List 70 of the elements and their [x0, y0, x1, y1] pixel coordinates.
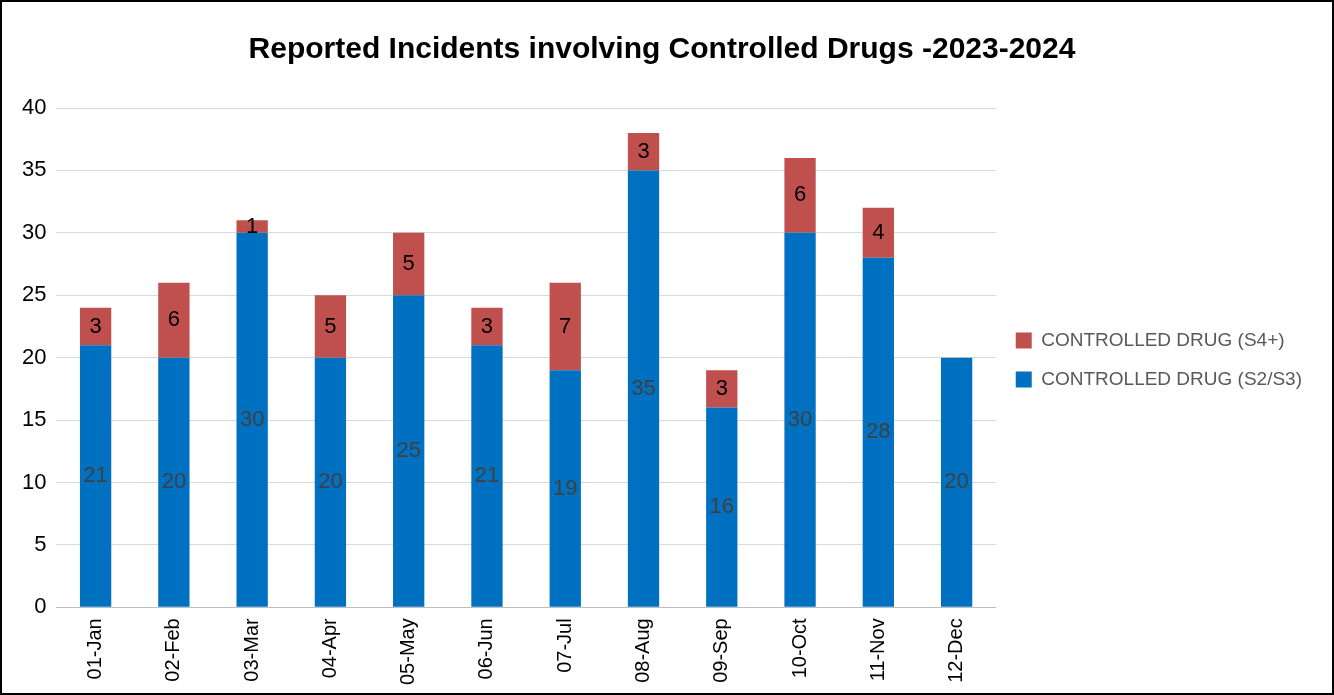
- data-label: 30: [787, 405, 813, 431]
- bar: [940, 357, 973, 607]
- bar: [471, 307, 503, 346]
- data-label: 19: [553, 474, 578, 500]
- legend-label: CONTROLLED DRUG (S2/S3): [1041, 367, 1303, 389]
- x-tick-label: 06-Jun: [474, 618, 497, 680]
- x-tick-label: 11-Nov: [865, 618, 888, 682]
- x-tick-label: 10-Oct: [787, 617, 810, 679]
- data-label: 28: [866, 418, 891, 444]
- bar: [862, 257, 894, 607]
- data-label: 20: [944, 468, 969, 494]
- x-tick-label: 09-Sep: [709, 618, 732, 683]
- data-label: 3: [637, 137, 650, 163]
- legend-label: CONTROLLED DRUG (S4+): [1041, 328, 1285, 350]
- bar: [627, 170, 660, 607]
- data-label: 30: [239, 405, 265, 431]
- data-label: 3: [480, 312, 494, 338]
- x-tick-label: 05-May: [396, 618, 419, 686]
- bar: [79, 345, 112, 607]
- data-label: 21: [83, 462, 108, 488]
- bar: [236, 220, 268, 233]
- data-label: 6: [167, 306, 180, 332]
- bar: [393, 295, 425, 607]
- data-label: 5: [402, 250, 415, 276]
- data-label: 4: [872, 218, 885, 244]
- x-tick-label: 02-Feb: [161, 618, 184, 682]
- bar: [158, 282, 190, 358]
- data-label: 3: [715, 374, 728, 400]
- chart-title: Reported Incidents involving Controlled Drugs -2023-2024: [248, 31, 1076, 65]
- data-label: 21: [474, 462, 500, 488]
- bar: [236, 232, 268, 607]
- bar: [627, 132, 660, 171]
- x-tick-label: 12-Dec: [944, 618, 967, 683]
- bar: [784, 157, 816, 233]
- x-tick-label: 04-Apr: [317, 617, 340, 679]
- data-label: 20: [161, 468, 187, 494]
- bar: [549, 370, 581, 607]
- y-tick-label: 30: [21, 218, 47, 244]
- bar: [471, 345, 503, 607]
- bar: [549, 282, 581, 371]
- y-tick-label: 40: [21, 94, 47, 120]
- data-label: 35: [631, 374, 656, 400]
- y-tick-label: 10: [21, 468, 47, 494]
- data-label: 5: [324, 312, 337, 338]
- y-tick-label: 5: [34, 530, 47, 556]
- data-label: 16: [709, 493, 735, 519]
- x-tick-label: 01-Jan: [83, 618, 106, 680]
- bar: [706, 370, 738, 408]
- data-label: 20: [318, 468, 343, 494]
- bar: [158, 357, 190, 607]
- bar: [79, 307, 112, 346]
- x-tick-label: 08-Aug: [631, 618, 654, 683]
- y-tick-label: 0: [34, 593, 47, 619]
- data-label: 7: [559, 312, 572, 338]
- y-tick-label: 20: [21, 343, 47, 369]
- y-tick-label: 15: [21, 406, 47, 432]
- x-tick-label: 03-Mar: [239, 617, 262, 682]
- bar: [314, 295, 347, 358]
- x-tick-label: 07-Jul: [552, 618, 575, 673]
- bar: [784, 232, 816, 607]
- bar: [314, 357, 347, 607]
- bar: [862, 207, 894, 258]
- data-label: 25: [396, 437, 421, 463]
- data-label: 1: [246, 212, 259, 238]
- data-label: 3: [89, 312, 102, 338]
- bar: [706, 407, 738, 607]
- y-tick-label: 25: [21, 281, 47, 307]
- bar: [393, 232, 425, 296]
- data-label: 6: [793, 181, 807, 207]
- y-tick-label: 35: [21, 156, 47, 182]
